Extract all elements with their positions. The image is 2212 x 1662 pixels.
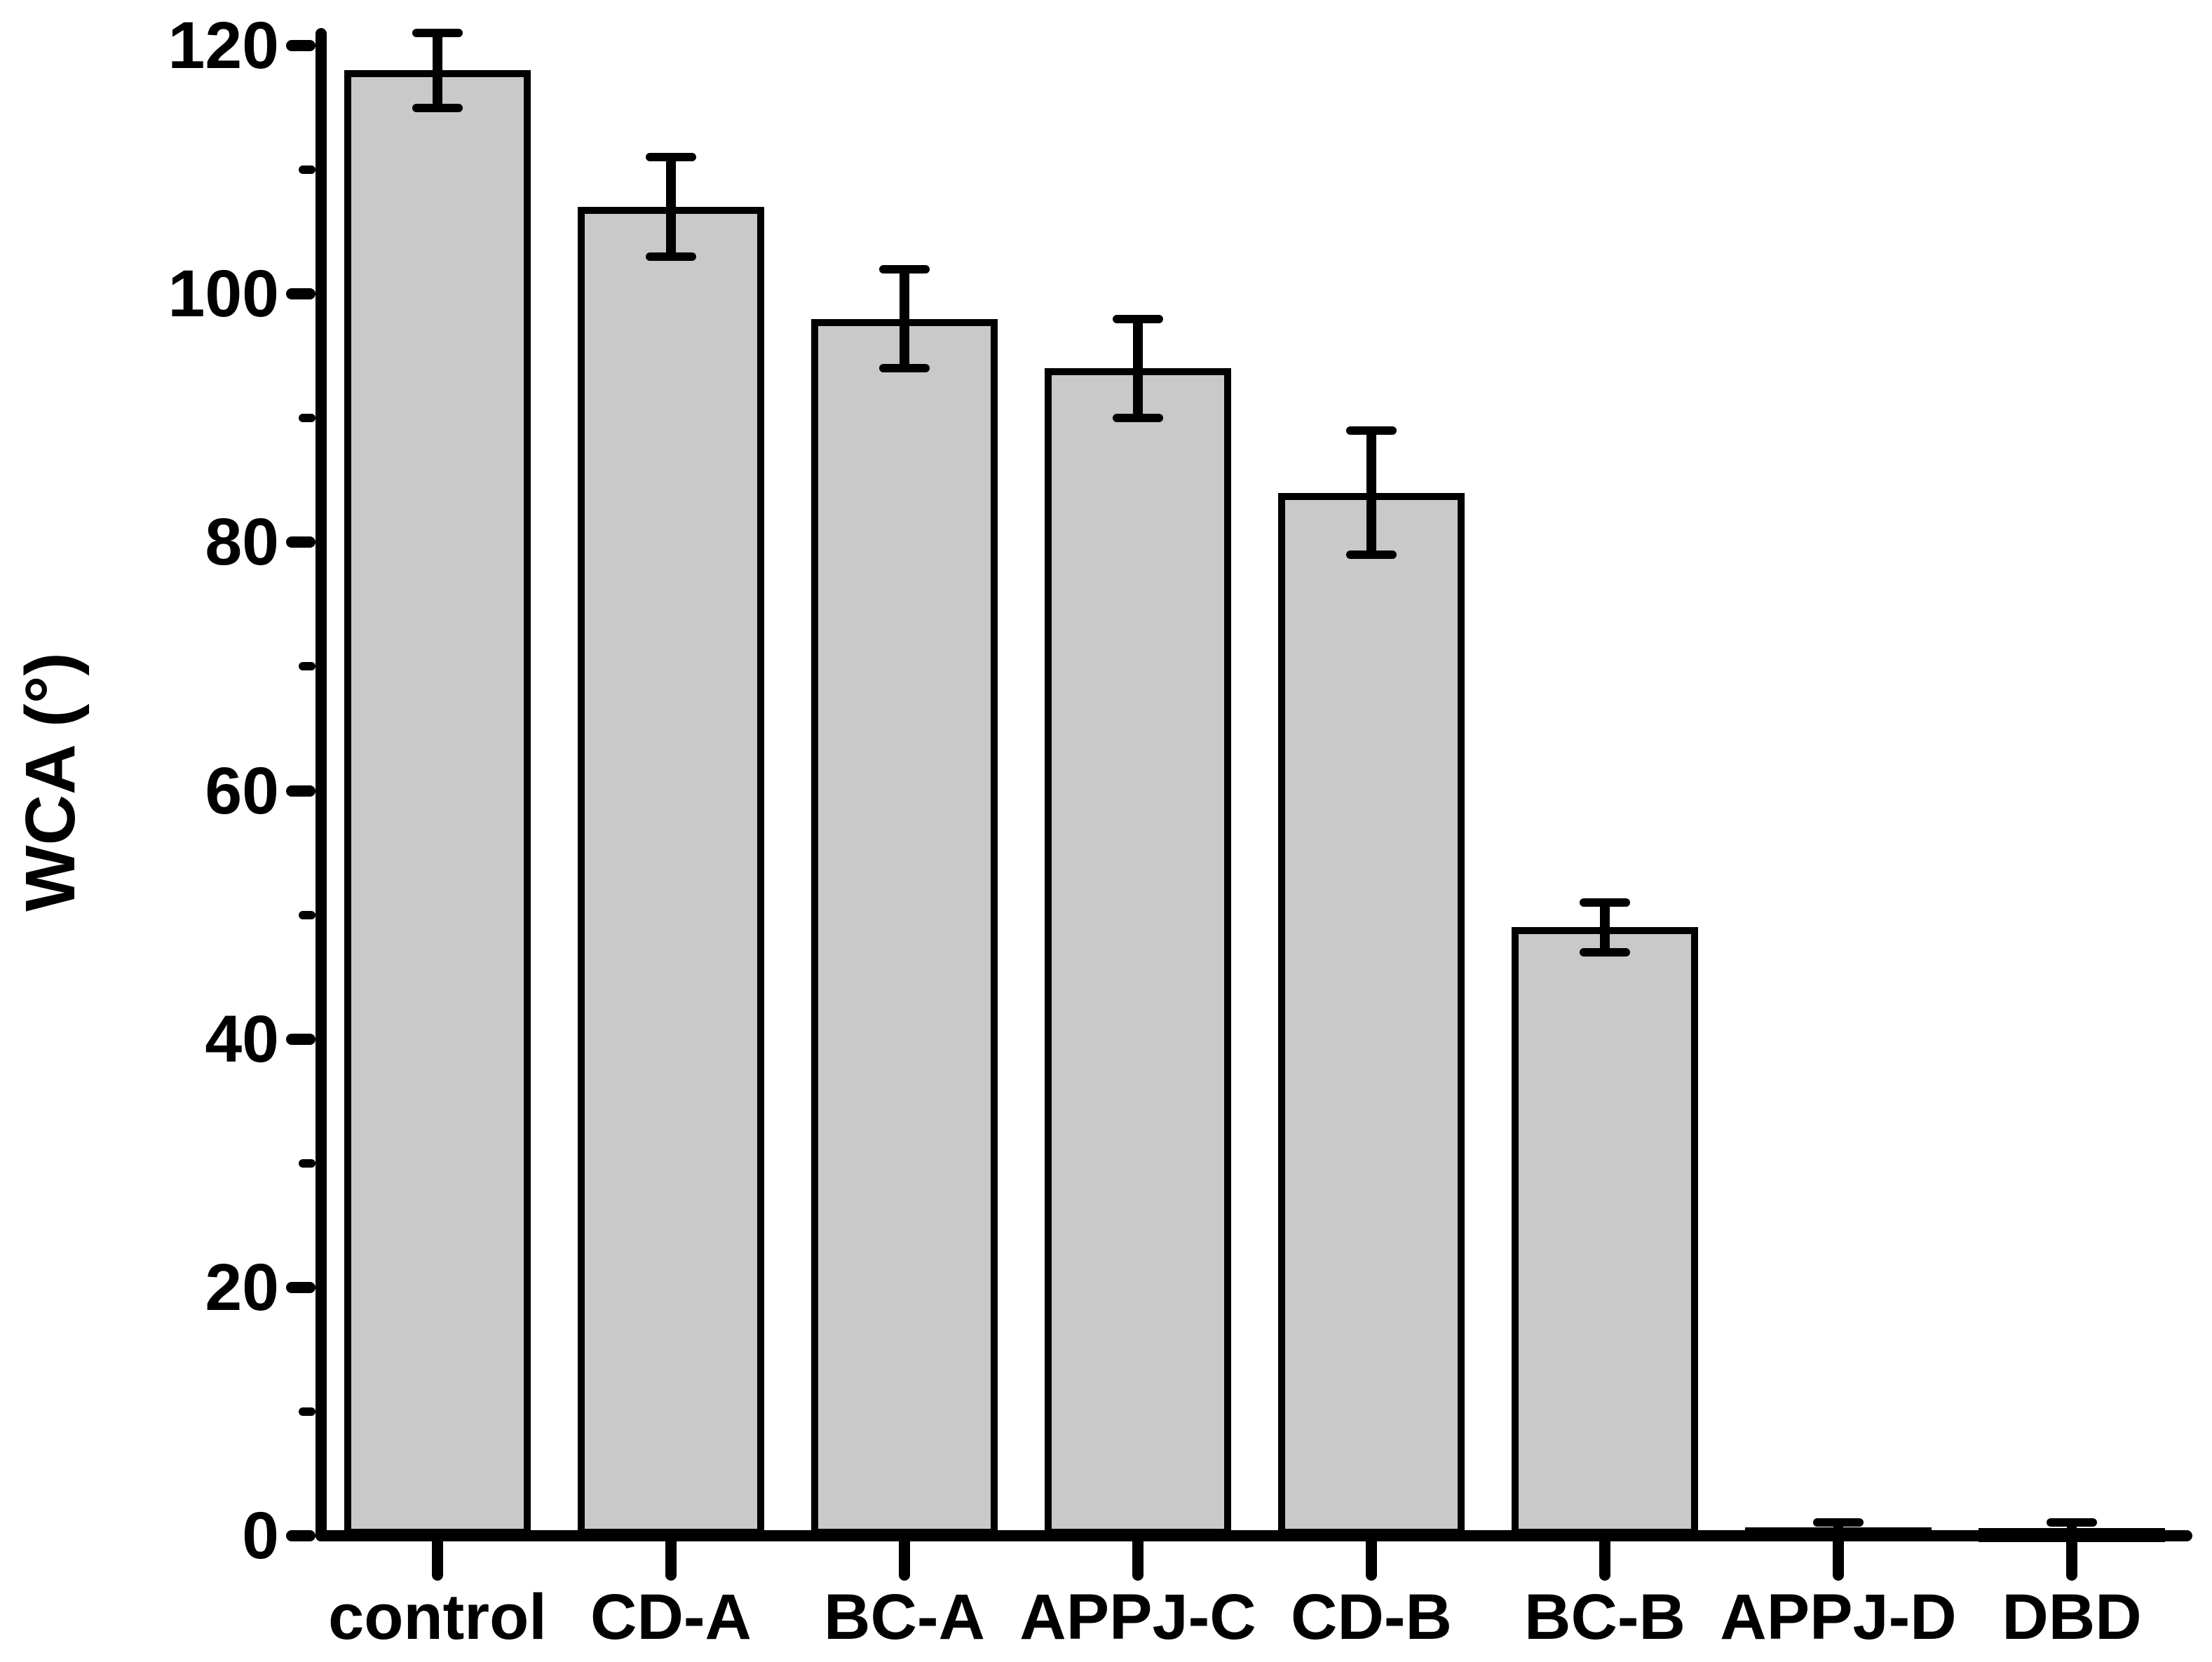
bar [1512,927,1698,1536]
y-tick-label: 20 [205,1250,279,1325]
bar [1278,492,1465,1536]
x-axis-line [315,1530,2192,1541]
x-tick [1132,1541,1144,1581]
x-tick [432,1541,443,1581]
error-bar-cap-bottom [1813,1527,1864,1536]
error-bar-cap-bottom [1346,550,1397,560]
y-minor-tick [299,165,315,175]
y-minor-tick [299,1407,315,1416]
y-tick [286,1281,315,1293]
x-tick [1599,1541,1610,1581]
y-minor-tick [299,662,315,671]
error-bar-cap-top [1113,314,1163,323]
x-tick-label: CD-B [1291,1581,1452,1653]
x-tick-label: control [328,1581,547,1653]
x-tick-label: APPJ-D [1720,1581,1957,1653]
error-bar-cap-top [879,264,930,273]
x-tick [1833,1541,1844,1581]
y-tick [286,1033,315,1045]
y-tick [286,288,315,300]
error-bar-cap-top [1813,1518,1864,1527]
x-tick [899,1541,910,1581]
y-tick-label: 80 [205,505,279,580]
y-tick [286,536,315,548]
y-minor-tick [299,910,315,919]
error-bar-cap-bottom [2047,1530,2097,1539]
y-tick-label: 100 [168,257,279,332]
x-tick-label: APPJ-C [1019,1581,1256,1653]
y-tick-label: 0 [242,1499,279,1573]
bar [344,70,531,1536]
x-tick [2066,1541,2077,1581]
x-tick-label: BC-B [1524,1581,1685,1653]
y-tick-label: 40 [205,1001,279,1076]
error-bar-cap-top [646,153,696,162]
error-bar-line [900,269,909,369]
y-tick [286,785,315,797]
error-bar-cap-top [2047,1518,2097,1527]
y-tick-label: 60 [205,753,279,828]
error-bar-cap-bottom [1580,947,1630,957]
y-tick [286,1530,315,1541]
bar [1045,368,1231,1536]
y-minor-tick [299,414,315,423]
y-tick [286,40,315,51]
error-bar-line [1600,902,1610,952]
error-bar-cap-bottom [879,364,930,373]
bar [811,318,998,1536]
y-minor-tick [299,1158,315,1168]
x-tick [665,1541,677,1581]
x-tick-label: CD-A [590,1581,752,1653]
error-bar-cap-bottom [1113,414,1163,423]
error-bar-line [433,33,442,108]
error-bar-line [1133,318,1143,419]
error-bar-cap-top [1346,426,1397,435]
x-tick [1366,1541,1377,1581]
y-tick-label: 120 [168,8,279,83]
error-bar-cap-bottom [646,252,696,262]
bar [578,207,764,1536]
error-bar-line [1366,430,1376,555]
error-bar-cap-top [412,29,463,38]
x-tick-label: DBD [2002,1581,2142,1653]
error-bar-line [666,157,676,257]
error-bar-cap-bottom [412,103,463,112]
error-bar-cap-top [1580,898,1630,907]
x-tick-label: BC-A [824,1581,985,1653]
y-axis-line [315,28,327,1541]
